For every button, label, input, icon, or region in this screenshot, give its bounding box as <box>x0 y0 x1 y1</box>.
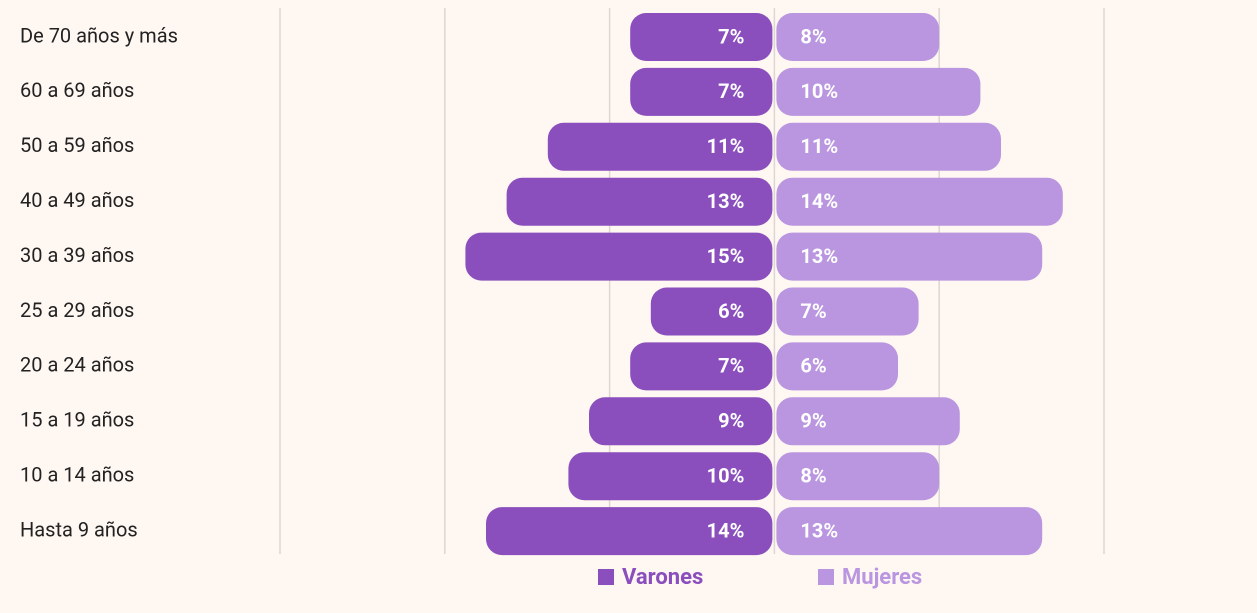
value-label: 13% <box>707 189 745 213</box>
category-label: De 70 años y más <box>20 23 178 47</box>
value-label: 9% <box>800 409 826 433</box>
bar <box>776 452 940 501</box>
value-label: 7% <box>718 24 744 48</box>
bar <box>568 452 773 501</box>
bar <box>776 287 919 336</box>
value-label: 6% <box>800 354 826 378</box>
bar <box>547 122 773 171</box>
legend-swatch <box>598 569 614 585</box>
value-label: 11% <box>707 134 745 158</box>
bar <box>776 507 1043 556</box>
value-label: 6% <box>718 299 744 323</box>
bar <box>776 342 898 391</box>
category-label: 10 a 14 años <box>20 462 134 486</box>
legend-label: Mujeres <box>842 565 922 590</box>
value-label: 7% <box>800 299 826 323</box>
bar <box>776 177 1063 226</box>
bar <box>776 232 1043 281</box>
category-label: 50 a 59 años <box>20 133 134 157</box>
value-label: 7% <box>718 354 744 378</box>
value-label: 10% <box>707 463 745 487</box>
category-label: Hasta 9 años <box>20 517 138 541</box>
bar <box>506 177 773 226</box>
value-label: 10% <box>800 79 838 103</box>
bar <box>589 397 773 446</box>
category-label: 30 a 39 años <box>20 243 134 267</box>
legend-swatch <box>818 569 834 585</box>
bar <box>630 67 773 116</box>
bar <box>630 342 773 391</box>
value-label: 14% <box>707 518 745 542</box>
bar <box>776 397 960 446</box>
value-label: 15% <box>707 244 745 268</box>
category-label: 60 a 69 años <box>20 78 134 102</box>
bar <box>776 67 981 116</box>
value-label: 13% <box>800 244 838 268</box>
legend-label: Varones <box>622 565 703 590</box>
value-label: 14% <box>800 189 838 213</box>
value-label: 8% <box>800 24 826 48</box>
value-label: 13% <box>800 518 838 542</box>
bar <box>465 232 773 281</box>
category-label: 40 a 49 años <box>20 188 134 212</box>
bar <box>486 507 773 556</box>
bar <box>776 122 1001 171</box>
bar <box>776 13 940 61</box>
category-label: 20 a 24 años <box>20 353 134 377</box>
category-label: 25 a 29 años <box>20 298 134 322</box>
value-label: 8% <box>800 463 826 487</box>
value-label: 7% <box>718 79 744 103</box>
category-label: 15 a 19 años <box>20 408 134 432</box>
bar <box>630 13 773 61</box>
value-label: 9% <box>718 409 744 433</box>
value-label: 11% <box>800 134 838 158</box>
bar <box>650 287 773 336</box>
